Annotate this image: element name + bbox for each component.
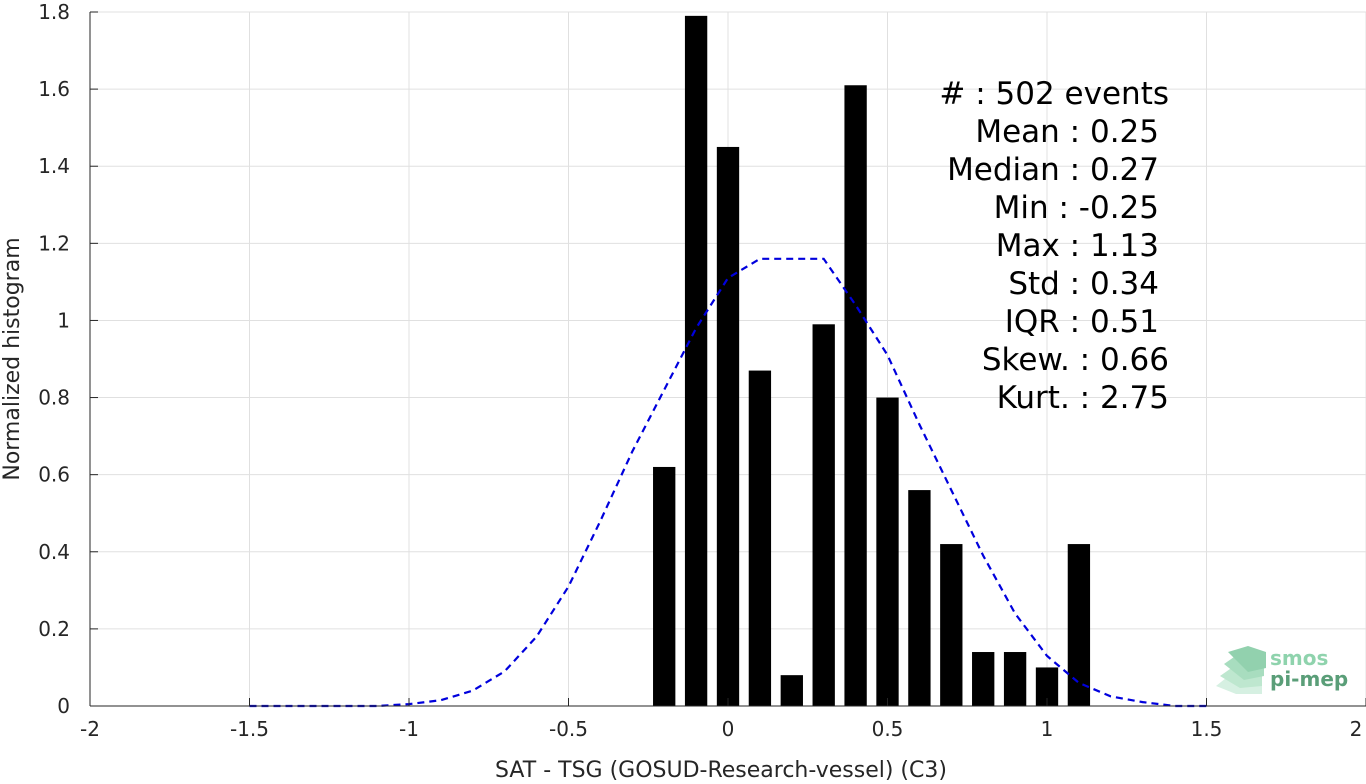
y-tick-label: 0.4 (38, 540, 70, 564)
axes (89, 11, 1366, 707)
stats-box: # : 502 events Mean : 0.25 Median : 0.27… (939, 76, 1169, 416)
x-tick-label: -1 (399, 717, 419, 741)
stats-median: Median : 0.27 (947, 152, 1159, 188)
x-tick-label: 0 (722, 717, 735, 741)
y-tick-label: 1.8 (38, 0, 70, 24)
histogram-bar (1035, 667, 1059, 706)
stats-skew: Skew. : 0.66 (982, 342, 1169, 378)
y-axis-label: Normalized histogram (0, 237, 25, 480)
stats-std: Std : 0.34 (1008, 266, 1159, 302)
y-tick-label: 1.2 (38, 231, 70, 255)
stats-count: # : 502 events (939, 76, 1169, 112)
y-tick-label: 1 (57, 308, 70, 332)
logo-text-line2: pi-mep (1270, 667, 1348, 691)
histogram-bar (844, 85, 867, 706)
histogram-bar (1067, 544, 1091, 706)
stats-max: Max : 1.13 (996, 228, 1159, 264)
x-tick-label: -1.5 (230, 717, 269, 741)
histogram-bars (653, 15, 1091, 707)
logo-text-line1: smos (1270, 646, 1328, 670)
x-tick-label: 1 (1041, 717, 1054, 741)
y-tick-label: 0.8 (38, 386, 70, 410)
x-tick-label: 0.5 (872, 717, 904, 741)
x-tick-label: -2 (80, 717, 100, 741)
x-axis-label: SAT - TSG (GOSUD-Research-vessel) (C3) (495, 758, 947, 783)
histogram-bar (684, 15, 708, 707)
histogram-bar (940, 544, 963, 706)
y-tick-label: 0.6 (38, 463, 70, 487)
x-tick-label: 2 (1350, 717, 1363, 741)
logo-layers-icon (1216, 646, 1266, 694)
histogram-bar (653, 466, 676, 706)
histogram-bar (1003, 652, 1027, 706)
y-tick-label: 0 (57, 694, 70, 718)
x-tick-label: 1.5 (1191, 717, 1223, 741)
histogram-bar (812, 324, 835, 706)
histogram-bar (716, 146, 740, 706)
histogram-bar (748, 370, 772, 706)
smos-pi-mep-logo: smos pi-mep (1216, 646, 1348, 694)
stats-mean: Mean : 0.25 (975, 114, 1159, 150)
histogram-bar (908, 490, 931, 706)
histogram-bar (876, 397, 899, 706)
y-tick-label: 0.2 (38, 617, 70, 641)
histogram-bar (972, 652, 995, 706)
y-tick-label: 1.4 (38, 154, 70, 178)
y-tick-label: 1.6 (38, 77, 70, 101)
x-tick-label: -0.5 (549, 717, 588, 741)
stats-min: Min : -0.25 (994, 190, 1159, 226)
stats-kurt: Kurt. : 2.75 (997, 380, 1169, 416)
y-tick-labels: 0 0.2 0.4 0.6 0.8 1 1.2 1.4 1.6 1.8 (38, 0, 70, 718)
stats-iqr: IQR : 0.51 (1005, 304, 1159, 340)
histogram-bar (780, 675, 803, 706)
x-tick-labels: -2 -1.5 -1 -0.5 0 0.5 1 1.5 2 (80, 717, 1362, 741)
